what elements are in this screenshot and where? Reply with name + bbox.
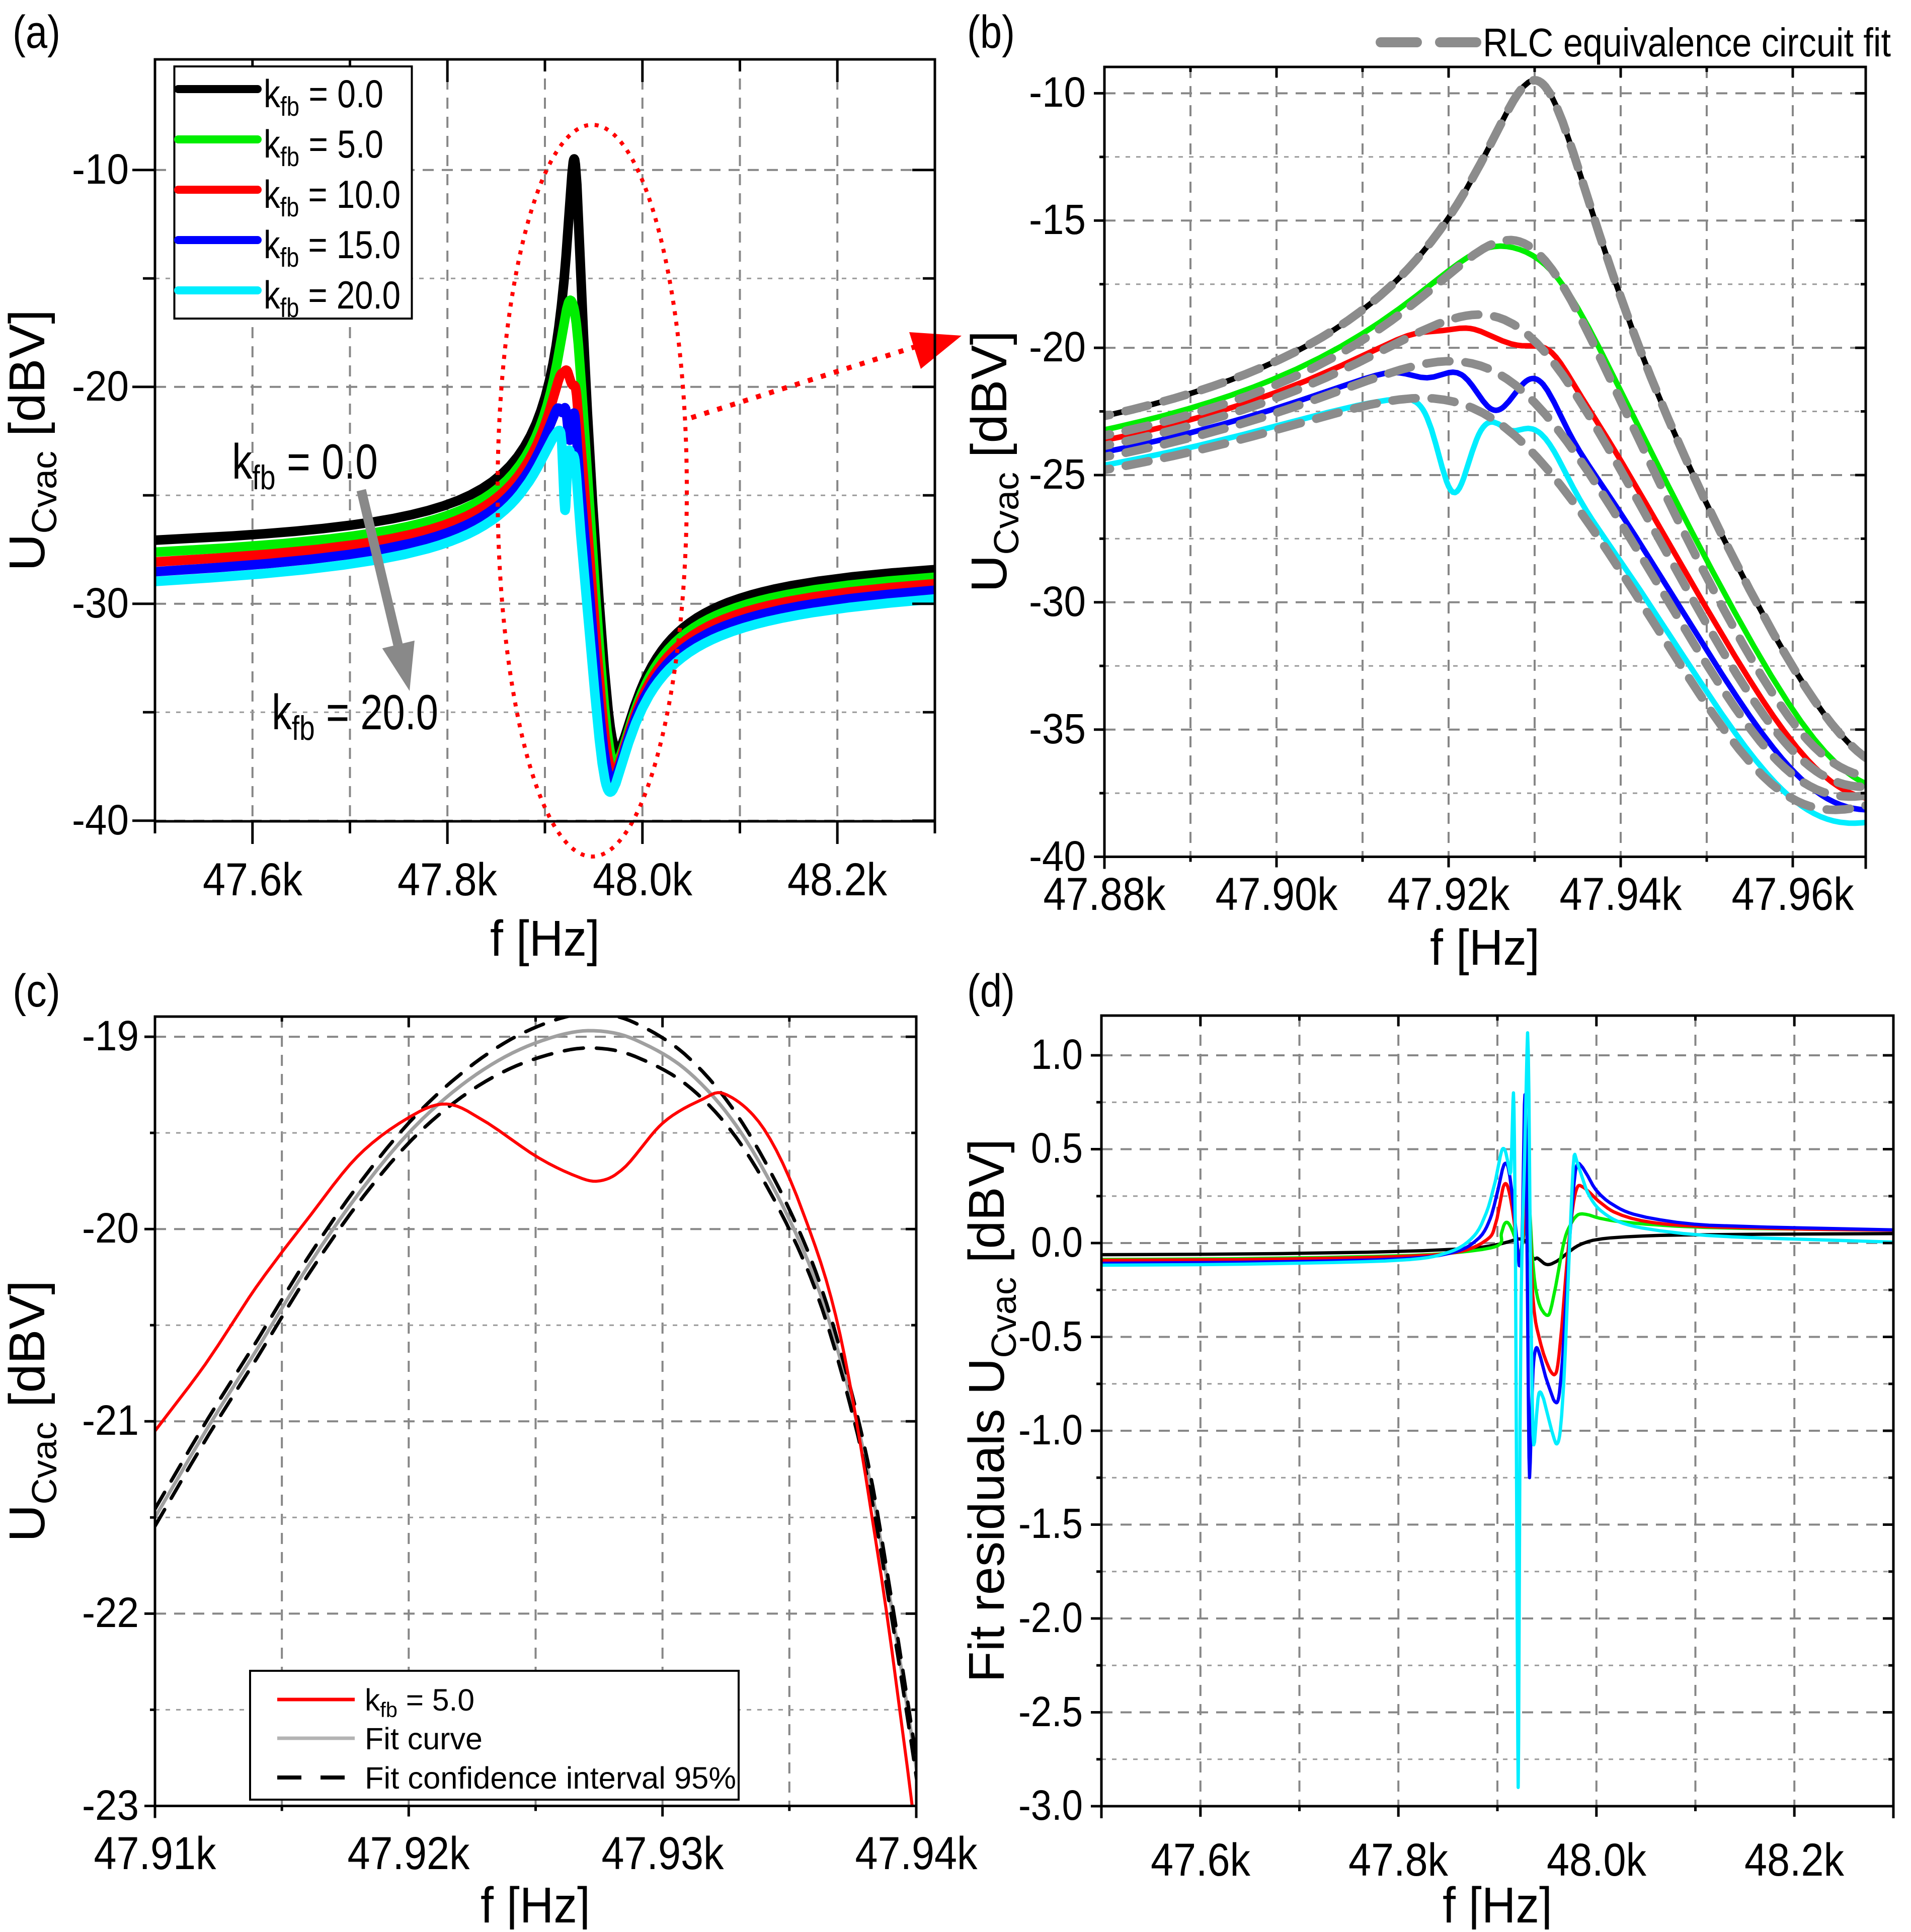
svg-text:RLC equivalence circuit fit: RLC equivalence circuit fit [1483, 20, 1891, 65]
svg-text:-30: -30 [1029, 578, 1086, 625]
svg-text:-25: -25 [1029, 450, 1086, 498]
svg-text:-23: -23 [82, 1782, 139, 1829]
svg-text:(a): (a) [13, 7, 60, 58]
svg-text:f [Hz]: f [Hz] [481, 1877, 590, 1929]
svg-text:-1.5: -1.5 [1018, 1500, 1083, 1547]
svg-text:-19: -19 [82, 1012, 139, 1059]
svg-text:48.2k: 48.2k [787, 854, 888, 905]
svg-text:47.91k: 47.91k [94, 1828, 217, 1879]
svg-text:Fit confidence interval 95%: Fit confidence interval 95% [365, 1761, 736, 1795]
svg-text:Fit residuals UCvac [dBV]: Fit residuals UCvac [dBV] [959, 1139, 1023, 1682]
svg-text:kfb = 15.0: kfb = 15.0 [264, 222, 401, 273]
svg-text:kfb = 5.0: kfb = 5.0 [365, 1683, 474, 1722]
svg-text:-0.5: -0.5 [1018, 1312, 1083, 1360]
svg-text:-40: -40 [72, 796, 129, 843]
svg-text:0.5: 0.5 [1031, 1124, 1083, 1172]
svg-text:-15: -15 [1029, 196, 1086, 243]
svg-text:48.0k: 48.0k [1547, 1834, 1647, 1886]
svg-text:-3.0: -3.0 [1018, 1782, 1083, 1829]
svg-text:-10: -10 [72, 145, 129, 193]
svg-text:48.2k: 48.2k [1744, 1834, 1845, 1886]
svg-text:47.96k: 47.96k [1732, 869, 1855, 920]
svg-text:47.94k: 47.94k [1560, 869, 1683, 920]
svg-text:-21: -21 [82, 1397, 139, 1444]
svg-text:1.0: 1.0 [1031, 1031, 1083, 1078]
svg-text:47.6k: 47.6k [203, 854, 303, 905]
svg-text:f [Hz]: f [Hz] [1430, 919, 1540, 976]
svg-text:47.8k: 47.8k [397, 854, 498, 905]
svg-text:47.92k: 47.92k [348, 1828, 470, 1879]
svg-text:47.88k: 47.88k [1044, 869, 1166, 920]
svg-text:Fit curve: Fit curve [365, 1722, 483, 1756]
svg-text:(d): (d) [967, 965, 1015, 1017]
svg-text:kfb = 20.0: kfb = 20.0 [272, 684, 438, 747]
svg-text:47.94k: 47.94k [855, 1828, 978, 1879]
svg-text:UCvac [dBV]: UCvac [dBV] [0, 1280, 64, 1542]
svg-text:47.93k: 47.93k [602, 1828, 725, 1879]
svg-text:-10: -10 [1029, 68, 1086, 116]
svg-text:-40: -40 [1029, 832, 1086, 880]
svg-text:0.0: 0.0 [1031, 1218, 1083, 1266]
svg-text:47.92k: 47.92k [1388, 869, 1510, 920]
svg-text:-20: -20 [1029, 323, 1086, 370]
svg-text:-30: -30 [72, 579, 129, 627]
svg-text:f [Hz]: f [Hz] [1443, 1877, 1552, 1929]
svg-text:47.6k: 47.6k [1151, 1834, 1251, 1886]
svg-text:-35: -35 [1029, 705, 1086, 752]
svg-text:-20: -20 [82, 1204, 139, 1252]
svg-text:-22: -22 [82, 1589, 139, 1636]
svg-text:-2.0: -2.0 [1018, 1594, 1083, 1641]
svg-text:f [Hz]: f [Hz] [490, 910, 600, 967]
svg-text:-20: -20 [72, 362, 129, 410]
svg-text:47.8k: 47.8k [1348, 1834, 1449, 1886]
svg-text:-2.5: -2.5 [1018, 1688, 1083, 1735]
svg-text:47.90k: 47.90k [1216, 869, 1338, 920]
svg-text:48.0k: 48.0k [593, 854, 693, 905]
svg-text:(c): (c) [13, 965, 60, 1017]
svg-text:-1.0: -1.0 [1018, 1406, 1083, 1453]
svg-text:(b): (b) [967, 7, 1015, 58]
